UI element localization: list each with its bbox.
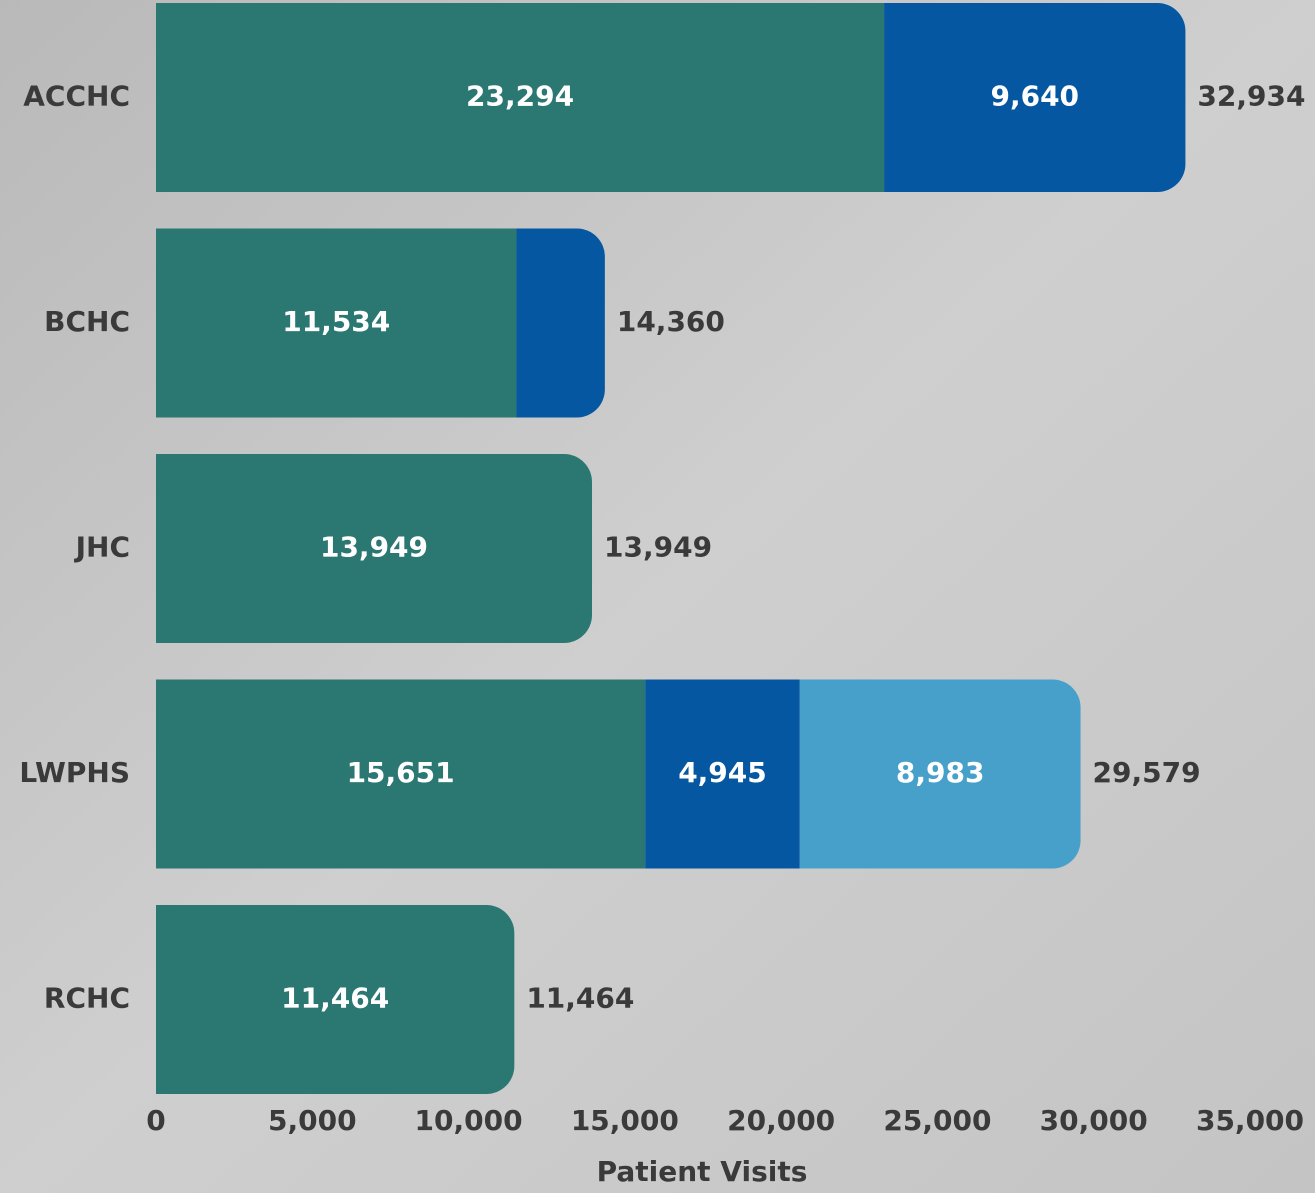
x-tick-label: 30,000: [1040, 1104, 1148, 1137]
total-label: 11,464: [526, 982, 634, 1015]
x-tick-label: 20,000: [727, 1104, 835, 1137]
bar-segment: [517, 229, 605, 418]
total-label: 29,579: [1093, 756, 1201, 789]
bar-value-label: 13,949: [320, 531, 428, 564]
total-label: 32,934: [1197, 80, 1305, 113]
y-tick-label: RCHC: [44, 982, 130, 1015]
y-tick-label: JHC: [74, 531, 130, 564]
chart: Patient Visits 0 5,000 10,000 15,000 20,000 2…: [0, 0, 1315, 1193]
x-axis-title: Patient Visits: [597, 1155, 808, 1188]
bar-value-label: 9,640: [990, 80, 1079, 113]
x-tick-label: 25,000: [883, 1104, 991, 1137]
bar-value-label: 11,534: [282, 305, 390, 338]
x-tick-label: 5,000: [268, 1104, 357, 1137]
x-tick-label: 15,000: [571, 1104, 679, 1137]
y-tick-label: LWPHS: [19, 756, 130, 789]
total-label: 14,360: [617, 305, 725, 338]
bar-value-label: 8,983: [896, 756, 985, 789]
x-tick-label: 0: [146, 1104, 165, 1137]
bar-value-label: 23,294: [466, 80, 574, 113]
x-tick-label: 35,000: [1196, 1104, 1304, 1137]
bar-value-label: 15,651: [347, 756, 455, 789]
total-label: 13,949: [604, 531, 712, 564]
x-tick-label: 10,000: [415, 1104, 523, 1137]
y-tick-label: ACCHC: [23, 80, 130, 113]
bar-value-label: 11,464: [281, 982, 389, 1015]
y-tick-label: BCHC: [44, 305, 130, 338]
bar-value-label: 4,945: [678, 756, 767, 789]
